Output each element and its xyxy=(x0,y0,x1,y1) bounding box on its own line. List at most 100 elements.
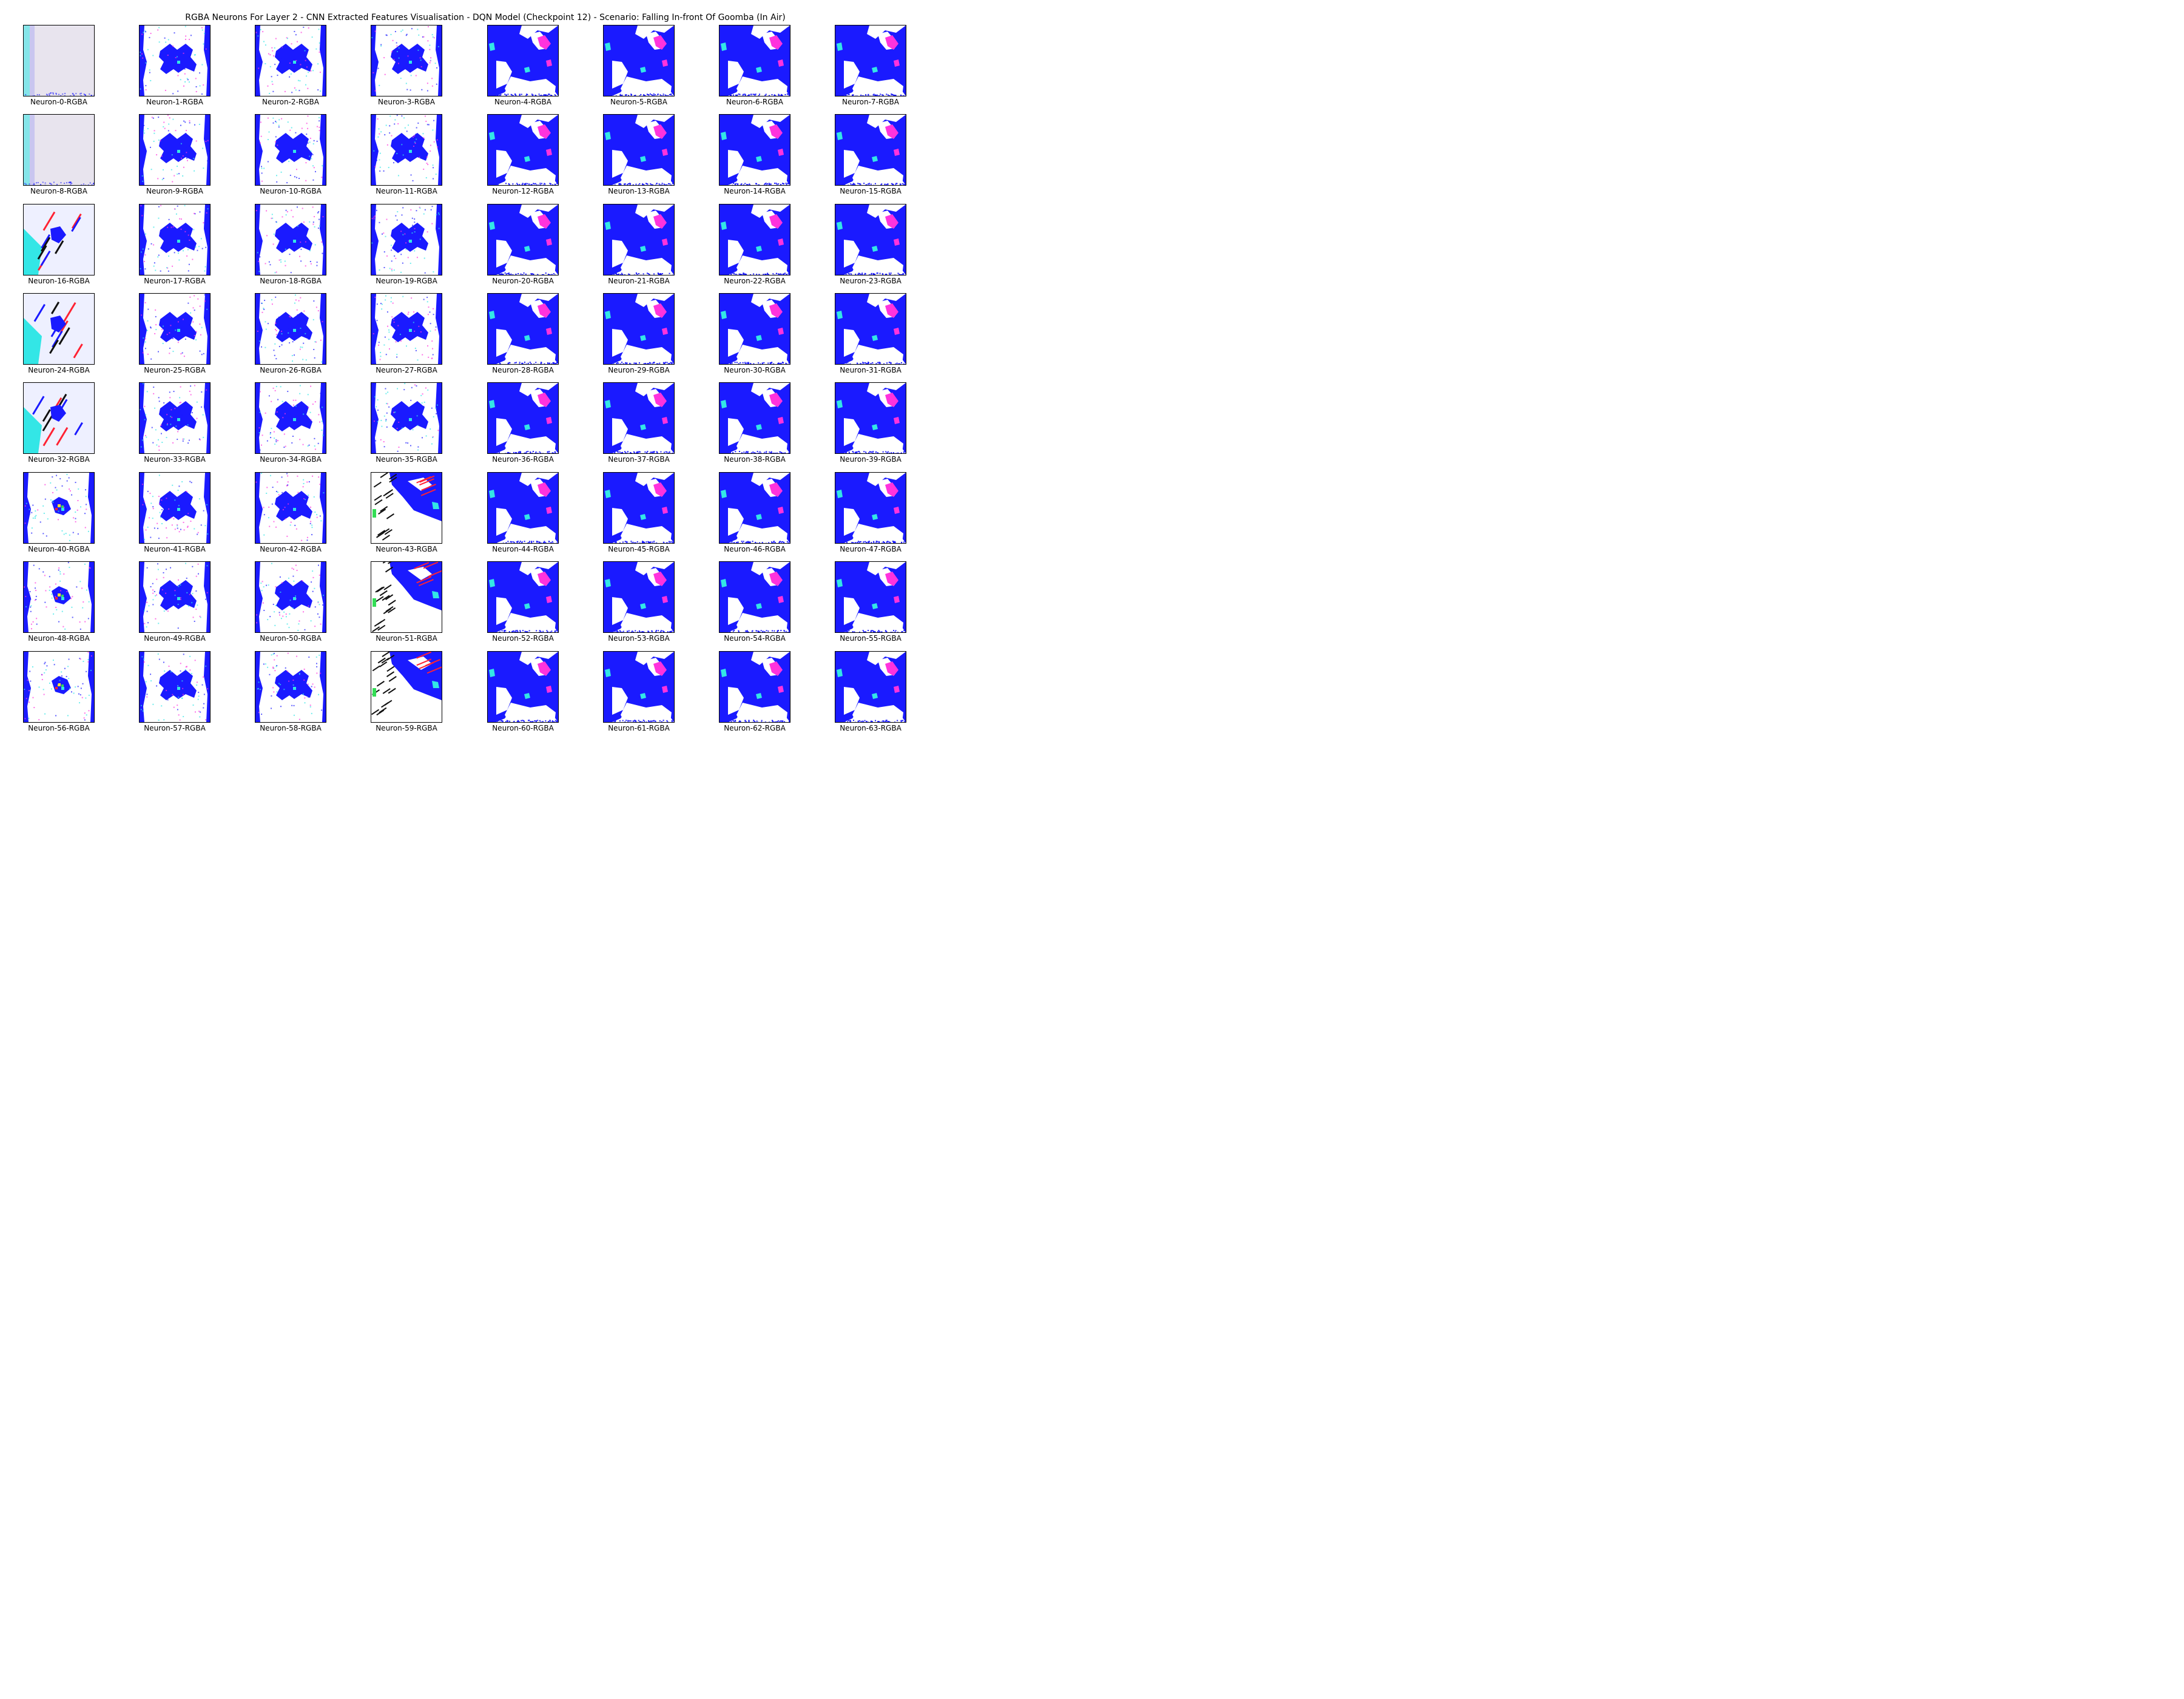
neuron-feature-map xyxy=(719,382,790,454)
neuron-feature-image xyxy=(371,294,442,364)
neuron-feature-image xyxy=(255,383,326,453)
neuron-feature-map xyxy=(255,382,326,454)
neuron-feature-image xyxy=(255,294,326,364)
neuron-cell: Neuron-8-RGBA xyxy=(10,114,107,203)
neuron-feature-image xyxy=(604,294,674,364)
neuron-feature-map xyxy=(835,25,906,96)
neuron-feature-image xyxy=(24,383,94,453)
neuron-feature-image xyxy=(720,294,790,364)
neuron-cell: Neuron-48-RGBA xyxy=(10,561,107,650)
neuron-label: Neuron-39-RGBA xyxy=(840,455,902,464)
neuron-cell: Neuron-62-RGBA xyxy=(706,651,803,740)
neuron-cell: Neuron-63-RGBA xyxy=(822,651,919,740)
neuron-cell: Neuron-38-RGBA xyxy=(706,382,803,471)
neuron-cell: Neuron-35-RGBA xyxy=(358,382,455,471)
neuron-feature-map xyxy=(139,651,211,723)
neuron-feature-map xyxy=(487,204,559,275)
neuron-feature-map xyxy=(371,25,442,96)
neuron-label: Neuron-49-RGBA xyxy=(144,634,206,643)
neuron-cell: Neuron-56-RGBA xyxy=(10,651,107,740)
neuron-feature-map xyxy=(603,472,675,544)
neuron-feature-map xyxy=(487,651,559,723)
neuron-label: Neuron-55-RGBA xyxy=(840,634,902,643)
neuron-cell: Neuron-20-RGBA xyxy=(474,204,571,292)
neuron-feature-map xyxy=(23,472,95,544)
neuron-feature-map xyxy=(719,561,790,633)
neuron-cell: Neuron-14-RGBA xyxy=(706,114,803,203)
neuron-cell: Neuron-43-RGBA xyxy=(358,472,455,561)
neuron-label: Neuron-56-RGBA xyxy=(28,724,90,732)
neuron-feature-image xyxy=(835,383,906,453)
neuron-feature-image xyxy=(604,115,674,185)
neuron-feature-map xyxy=(255,561,326,633)
neuron-cell: Neuron-11-RGBA xyxy=(358,114,455,203)
neuron-feature-image xyxy=(604,383,674,453)
neuron-label: Neuron-15-RGBA xyxy=(840,187,902,195)
neuron-feature-image xyxy=(255,562,326,632)
neuron-feature-map xyxy=(139,382,211,454)
neuron-cell: Neuron-42-RGBA xyxy=(242,472,339,561)
neuron-feature-image xyxy=(371,25,442,96)
neuron-feature-map xyxy=(487,293,559,365)
neuron-label: Neuron-57-RGBA xyxy=(144,724,206,732)
neuron-feature-map xyxy=(487,114,559,186)
neuron-label: Neuron-30-RGBA xyxy=(724,366,786,374)
neuron-feature-image xyxy=(488,562,558,632)
neuron-feature-image xyxy=(720,115,790,185)
neuron-cell: Neuron-41-RGBA xyxy=(126,472,223,561)
neuron-label: Neuron-27-RGBA xyxy=(376,366,437,374)
neuron-label: Neuron-5-RGBA xyxy=(610,98,667,106)
neuron-label: Neuron-58-RGBA xyxy=(260,724,322,732)
neuron-cell: Neuron-3-RGBA xyxy=(358,25,455,113)
neuron-label: Neuron-35-RGBA xyxy=(376,455,437,464)
neuron-label: Neuron-23-RGBA xyxy=(840,277,902,285)
neuron-feature-image xyxy=(24,294,94,364)
neuron-feature-map xyxy=(719,293,790,365)
neuron-cell: Neuron-19-RGBA xyxy=(358,204,455,292)
figure-title: RGBA Neurons For Layer 2 - CNN Extracted… xyxy=(185,13,786,22)
neuron-feature-map xyxy=(371,651,442,723)
neuron-label: Neuron-43-RGBA xyxy=(376,545,437,553)
neuron-label: Neuron-41-RGBA xyxy=(144,545,206,553)
neuron-label: Neuron-54-RGBA xyxy=(724,634,786,643)
neuron-feature-map xyxy=(603,651,675,723)
neuron-feature-map xyxy=(255,472,326,544)
neuron-cell: Neuron-32-RGBA xyxy=(10,382,107,471)
neuron-cell: Neuron-33-RGBA xyxy=(126,382,223,471)
neuron-label: Neuron-29-RGBA xyxy=(608,366,670,374)
neuron-label: Neuron-36-RGBA xyxy=(492,455,554,464)
neuron-label: Neuron-0-RGBA xyxy=(30,98,87,106)
neuron-feature-image xyxy=(255,204,326,275)
neuron-feature-map xyxy=(255,204,326,275)
neuron-feature-map xyxy=(487,561,559,633)
neuron-label: Neuron-12-RGBA xyxy=(492,187,554,195)
neuron-feature-map xyxy=(23,204,95,275)
neuron-feature-image xyxy=(140,383,210,453)
neuron-feature-map xyxy=(139,25,211,96)
neuron-label: Neuron-51-RGBA xyxy=(376,634,437,643)
neuron-feature-image xyxy=(488,652,558,722)
neuron-label: Neuron-44-RGBA xyxy=(492,545,554,553)
neuron-feature-image xyxy=(140,294,210,364)
neuron-feature-image xyxy=(24,473,94,543)
neuron-feature-image xyxy=(140,25,210,96)
neuron-label: Neuron-18-RGBA xyxy=(260,277,322,285)
neuron-feature-image xyxy=(488,473,558,543)
neuron-feature-image xyxy=(140,562,210,632)
neuron-cell: Neuron-22-RGBA xyxy=(706,204,803,292)
neuron-feature-map xyxy=(371,293,442,365)
neuron-feature-map xyxy=(23,293,95,365)
neuron-feature-map xyxy=(835,561,906,633)
neuron-feature-image xyxy=(488,25,558,96)
neuron-feature-image xyxy=(140,115,210,185)
neuron-label: Neuron-48-RGBA xyxy=(28,634,90,643)
neuron-label: Neuron-8-RGBA xyxy=(30,187,87,195)
neuron-cell: Neuron-55-RGBA xyxy=(822,561,919,650)
neuron-cell: Neuron-29-RGBA xyxy=(590,293,687,382)
neuron-feature-image xyxy=(255,25,326,96)
neuron-feature-image xyxy=(255,473,326,543)
neuron-feature-image xyxy=(255,115,326,185)
neuron-cell: Neuron-7-RGBA xyxy=(822,25,919,113)
neuron-cell: Neuron-53-RGBA xyxy=(590,561,687,650)
neuron-cell: Neuron-17-RGBA xyxy=(126,204,223,292)
